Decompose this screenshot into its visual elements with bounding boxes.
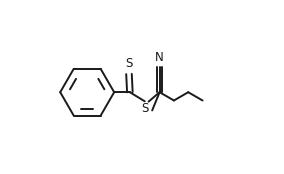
Text: S: S	[125, 57, 133, 70]
Text: N: N	[155, 51, 164, 64]
Text: S: S	[141, 102, 149, 115]
